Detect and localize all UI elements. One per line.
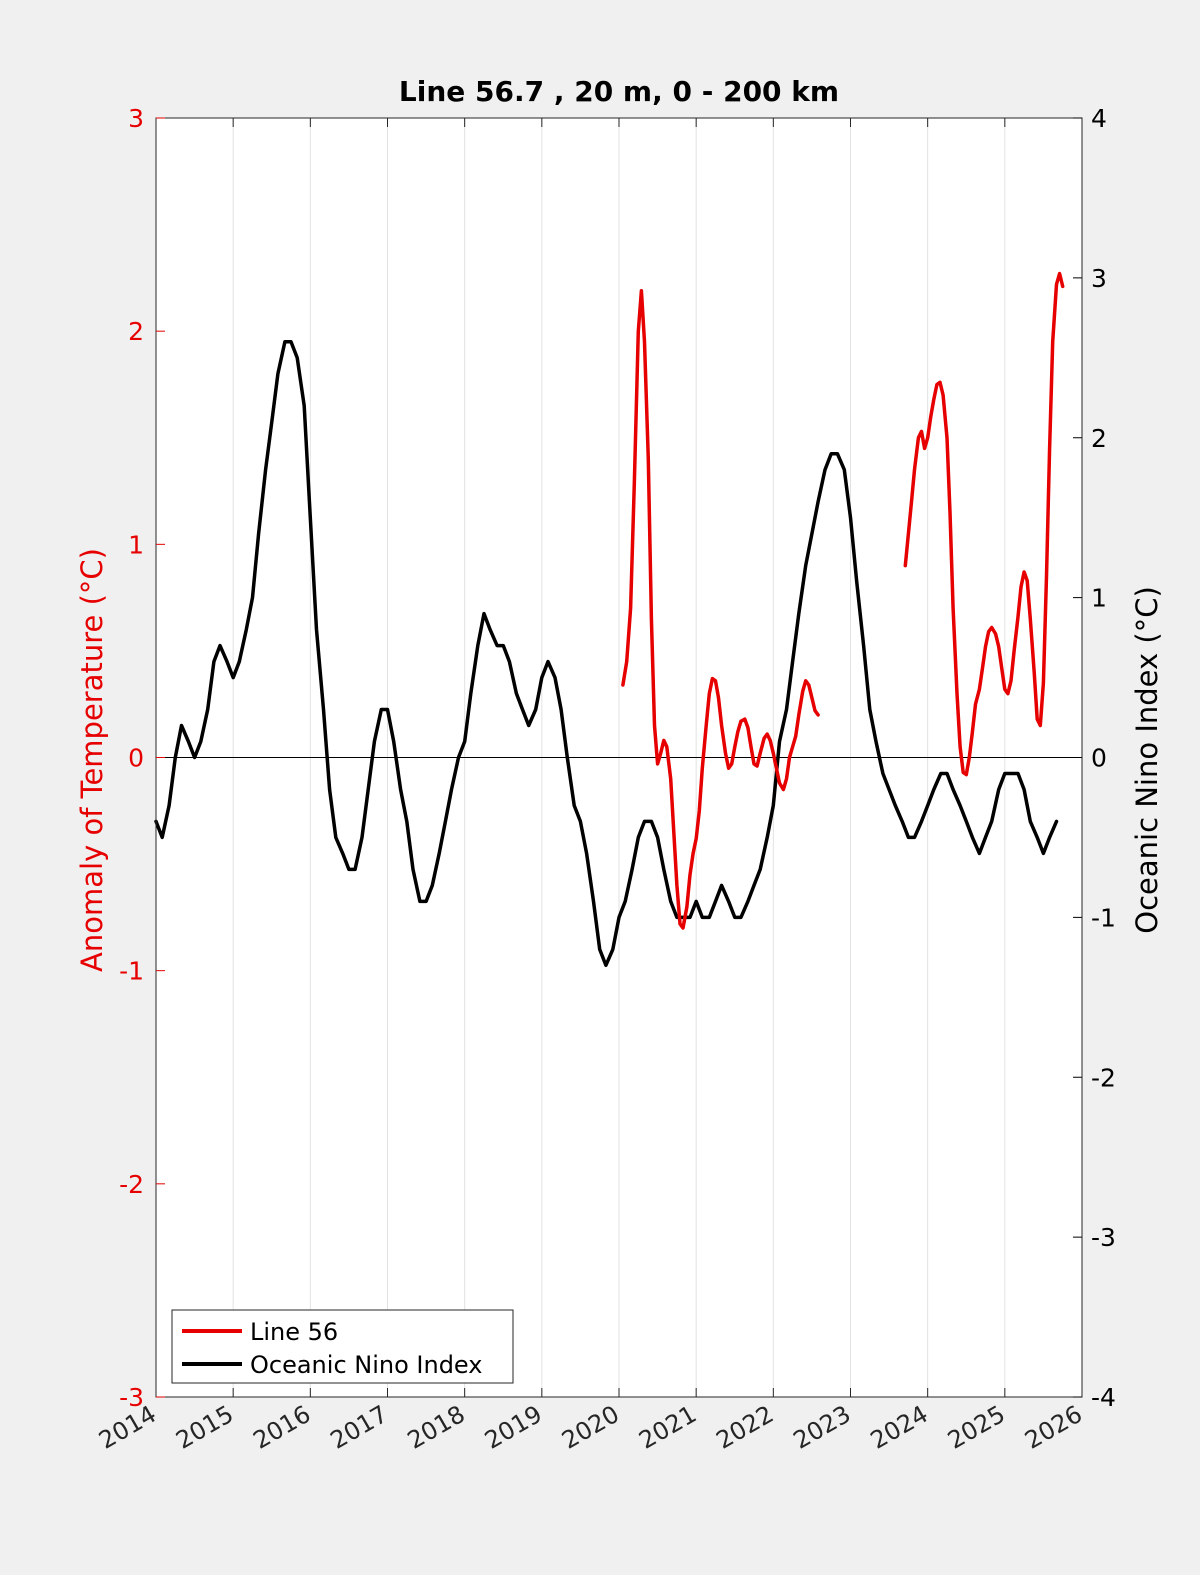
y-left-tick-label: -1 <box>119 957 144 986</box>
series-line-line56-segment-1 <box>621 288 820 930</box>
y-right-tick-label: 3 <box>1091 264 1107 293</box>
left-y-axis: -3 -2 -1 0 1 2 3 <box>119 104 165 1412</box>
chart-title: Line 56.7 , 20 m, 0 - 200 km <box>399 75 839 108</box>
y-right-tick-label: 0 <box>1091 744 1107 773</box>
series-line-oceanic-nino-index <box>154 340 1059 968</box>
legend-box <box>171 1309 514 1384</box>
y-left-tick-label: -2 <box>119 1170 144 1199</box>
y-left-tick-label: -3 <box>119 1383 144 1412</box>
y-left-tick-label: 2 <box>128 317 144 346</box>
y-left-tick-label: 1 <box>128 530 144 559</box>
legend-label-oni: Oceanic Nino Index <box>250 1351 482 1379</box>
y-right-tick-label: 2 <box>1091 424 1107 453</box>
legend: Line 56 Oceanic Nino Index <box>171 1309 514 1384</box>
y-right-tick-label: -2 <box>1091 1063 1116 1092</box>
legend-label-line56: Line 56 <box>250 1318 338 1346</box>
y-right-tick-label: -1 <box>1091 903 1116 932</box>
y-right-tick-label: -3 <box>1091 1223 1116 1252</box>
y-left-tick-label: 0 <box>128 744 144 773</box>
right-y-axis: -4 -3 -2 -1 0 1 2 3 4 <box>1073 104 1116 1412</box>
right-y-axis-label: Oceanic Nino Index (°C) <box>1130 586 1164 934</box>
y-right-tick-label: 4 <box>1091 104 1107 133</box>
y-right-tick-label: 1 <box>1091 584 1107 613</box>
left-y-axis-label: Anomaly of Temperature (°C) <box>75 548 109 972</box>
y-left-tick-label: 3 <box>128 104 144 133</box>
y-right-tick-label: -4 <box>1091 1383 1116 1412</box>
series-line-line56-segment-2 <box>903 271 1065 777</box>
series-layer <box>154 271 1065 968</box>
